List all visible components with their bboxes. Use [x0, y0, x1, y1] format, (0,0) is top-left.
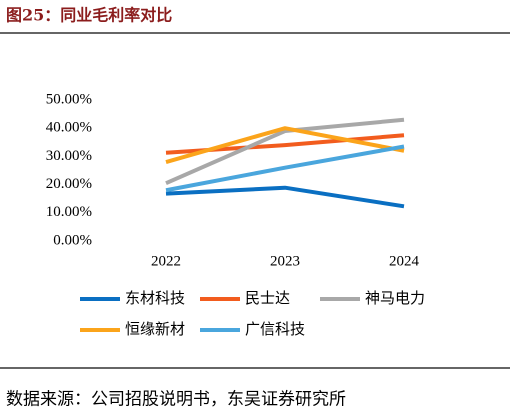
legend-label: 广信科技 — [245, 320, 305, 338]
legend-label: 恒缘新材 — [125, 320, 185, 338]
x-tick-label: 2023 — [270, 253, 300, 269]
series-line — [165, 117, 405, 186]
x-tick-label: 2022 — [151, 253, 181, 269]
legend-label: 东材科技 — [125, 289, 185, 307]
legend-label: 民士达 — [245, 289, 290, 307]
y-tick-label: 0.00% — [53, 232, 92, 248]
series-line — [165, 126, 405, 164]
chart-title: 图25：同业毛利率对比 — [6, 6, 172, 25]
y-tick-label: 40.00% — [46, 120, 92, 136]
y-tick-label: 10.00% — [46, 204, 92, 220]
y-tick-label: 50.00% — [46, 91, 92, 107]
legend-label: 神马电力 — [365, 289, 425, 307]
x-tick-label: 2024 — [389, 253, 420, 269]
y-tick-label: 30.00% — [46, 148, 92, 164]
series-line — [165, 144, 405, 193]
series-line — [165, 185, 405, 209]
source-note: 数据来源：公司招股说明书，东吴证券研究所 — [6, 390, 346, 410]
y-tick-label: 20.00% — [46, 176, 92, 192]
